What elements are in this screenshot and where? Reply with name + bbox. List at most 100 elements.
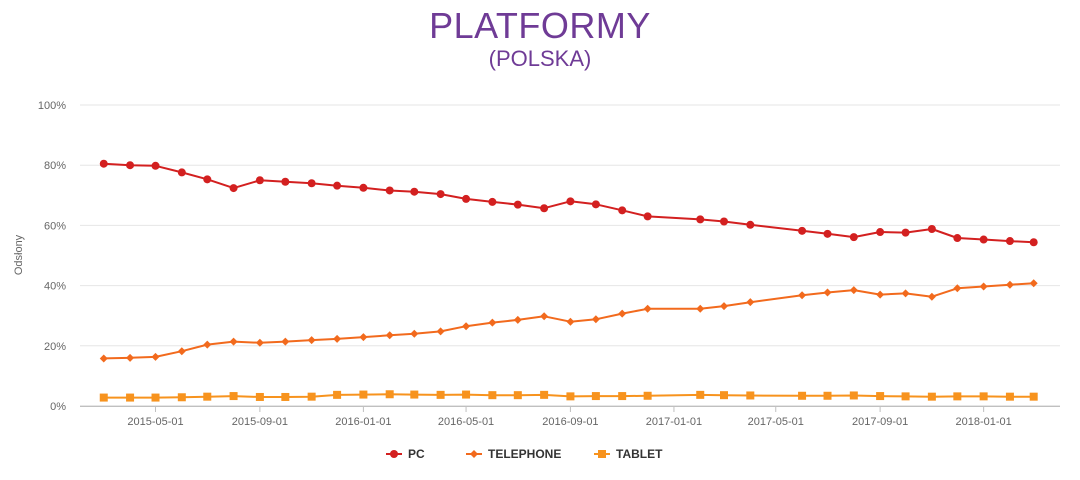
series-tablet [99, 390, 1038, 402]
data-point-telephone [1005, 280, 1014, 289]
chart-title: PLATFORMY [429, 5, 651, 46]
data-point-tablet [281, 392, 290, 401]
data-point-pc [177, 168, 186, 177]
data-point-pc [1005, 237, 1014, 246]
y-tick-label: 20% [44, 341, 66, 353]
data-point-tablet [99, 393, 108, 402]
x-tick-label: 2015-09-01 [232, 416, 288, 428]
data-point-pc [720, 217, 728, 226]
data-point-telephone [798, 291, 807, 300]
legend-label: TABLET [616, 447, 663, 461]
data-point-telephone [720, 302, 728, 311]
data-point-pc [746, 220, 755, 229]
data-point-pc [513, 200, 522, 209]
data-point-tablet [151, 393, 160, 402]
y-axis-title: Odsłony [13, 234, 25, 275]
data-point-telephone [643, 304, 652, 313]
data-point-telephone [436, 327, 445, 336]
data-point-pc [255, 176, 264, 185]
x-tick-label: 2016-01-01 [335, 416, 391, 428]
data-point-pc [359, 183, 368, 192]
data-point-pc [566, 197, 575, 206]
data-point-telephone [203, 340, 212, 349]
data-point-pc [618, 206, 627, 215]
data-point-tablet [513, 391, 522, 400]
data-point-telephone [540, 312, 549, 321]
x-tick-label: 2017-05-01 [748, 416, 804, 428]
y-tick-label: 0% [50, 401, 66, 413]
data-point-pc [979, 235, 988, 244]
data-point-telephone [746, 298, 755, 307]
data-point-tablet [696, 390, 705, 399]
data-point-telephone [307, 336, 316, 345]
data-point-tablet [488, 391, 497, 400]
data-point-tablet [927, 392, 936, 401]
data-point-tablet [591, 392, 600, 401]
x-tick-label: 2017-01-01 [646, 416, 702, 428]
data-point-telephone [385, 331, 394, 340]
data-point-telephone [359, 333, 368, 342]
x-tick-label: 2016-05-01 [438, 416, 494, 428]
legend-item-telephone[interactable]: TELEPHONE [466, 447, 561, 461]
data-point-telephone [849, 286, 858, 295]
gridlines [80, 104, 1060, 407]
data-point-telephone [513, 315, 522, 324]
data-point-tablet [901, 392, 910, 401]
legend-item-tablet[interactable]: TABLET [594, 447, 663, 461]
y-tick-label: 40% [44, 281, 66, 293]
data-point-pc [203, 175, 212, 184]
data-point-pc [99, 159, 108, 168]
series-telephone [99, 279, 1038, 363]
data-point-telephone [410, 329, 419, 338]
data-point-tablet [876, 392, 885, 401]
legend-marker-telephone [470, 450, 478, 458]
data-point-tablet [798, 391, 807, 400]
data-point-pc [488, 197, 497, 206]
data-point-pc [307, 179, 316, 188]
data-point-pc [229, 184, 238, 193]
data-point-pc [927, 225, 936, 234]
legend-marker-tablet [598, 450, 606, 458]
legend-label: TELEPHONE [488, 447, 561, 461]
data-point-tablet [1029, 392, 1038, 401]
data-point-tablet [126, 393, 135, 402]
x-tick-label: 2017-09-01 [852, 416, 908, 428]
legend-label: PC [408, 447, 425, 461]
data-point-tablet [823, 391, 832, 400]
data-point-telephone [99, 354, 108, 363]
chart-subtitle: (POLSKA) [488, 46, 592, 71]
data-point-tablet [540, 390, 549, 399]
data-point-pc [901, 228, 910, 237]
data-point-pc [126, 161, 135, 170]
series-pc [99, 159, 1038, 247]
data-point-tablet [566, 392, 575, 401]
data-point-pc [410, 187, 419, 196]
data-point-telephone [151, 352, 160, 361]
legend[interactable]: PC TELEPHONE TABLET [386, 447, 663, 461]
legend-item-pc[interactable]: PC [386, 447, 425, 461]
data-point-telephone [488, 318, 497, 327]
data-point-pc [643, 212, 652, 221]
data-point-pc [953, 234, 962, 243]
data-point-pc [281, 177, 290, 186]
data-point-tablet [333, 390, 342, 399]
data-point-telephone [591, 315, 600, 324]
data-point-tablet [618, 392, 627, 401]
data-point-telephone [126, 353, 135, 362]
data-point-tablet [410, 390, 419, 399]
x-tick-label: 2016-09-01 [542, 416, 598, 428]
data-point-tablet [229, 392, 238, 401]
data-point-tablet [203, 392, 212, 401]
data-point-tablet [307, 392, 316, 401]
data-point-telephone [177, 347, 186, 356]
data-point-pc [849, 233, 858, 242]
data-point-tablet [953, 392, 962, 401]
data-point-telephone [823, 288, 832, 297]
data-point-pc [436, 190, 445, 199]
data-point-pc [540, 204, 549, 213]
data-point-telephone [696, 304, 705, 313]
data-point-tablet [385, 390, 394, 399]
data-point-telephone [462, 322, 471, 331]
y-axis-ticks: 0% 20% 40% 60% 80% 100% [38, 100, 66, 413]
data-point-tablet [359, 390, 368, 399]
